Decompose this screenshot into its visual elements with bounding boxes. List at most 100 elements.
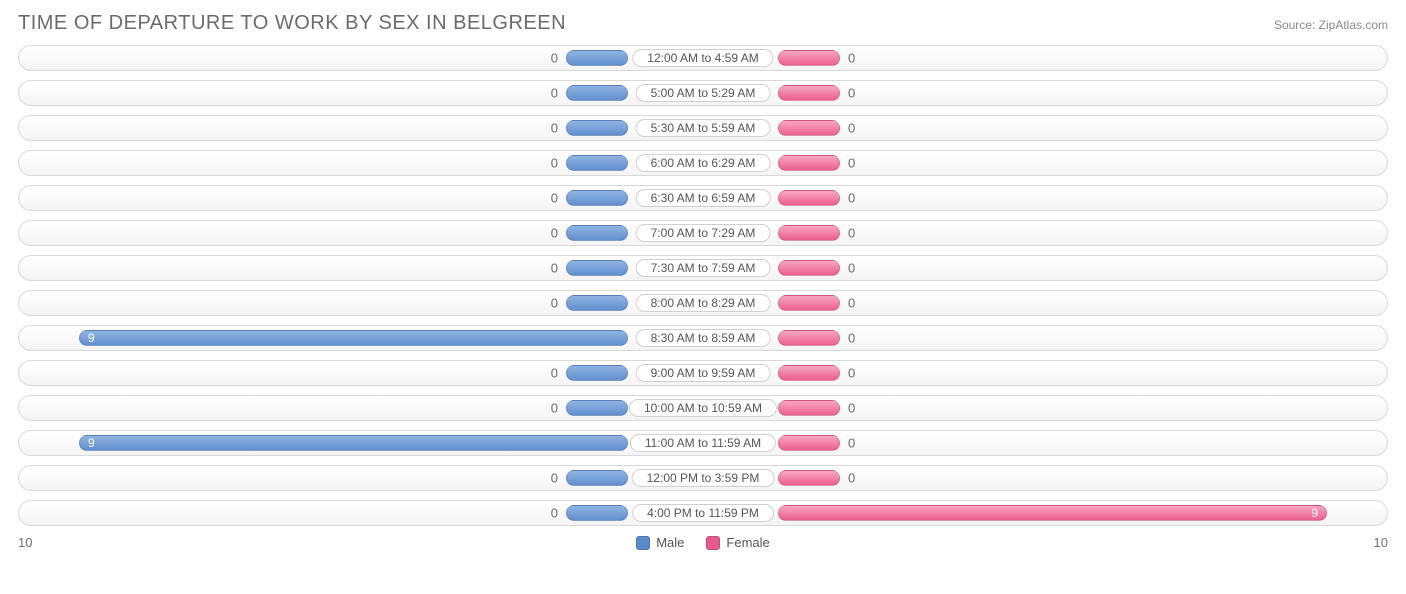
category-label: 8:30 AM to 8:59 AM [636, 329, 771, 347]
female-bar [778, 365, 840, 381]
female-half: 0 [703, 326, 1387, 350]
female-value: 0 [848, 51, 855, 66]
chart-row: 008:00 AM to 8:29 AM [18, 290, 1388, 316]
male-value: 0 [551, 366, 558, 381]
chart-row: 009:00 AM to 9:59 AM [18, 360, 1388, 386]
female-value: 0 [848, 156, 855, 171]
chart-row: 006:30 AM to 6:59 AM [18, 185, 1388, 211]
male-value: 0 [551, 156, 558, 171]
female-half: 0 [703, 256, 1387, 280]
male-value: 0 [551, 401, 558, 416]
female-value: 0 [848, 261, 855, 276]
male-value: 0 [551, 261, 558, 276]
male-value: 9 [88, 436, 95, 450]
male-value: 0 [551, 506, 558, 521]
male-bar [566, 120, 628, 136]
male-value: 0 [551, 226, 558, 241]
male-half: 0 [19, 466, 703, 490]
legend-item-female: Female [706, 535, 769, 550]
female-half: 0 [703, 361, 1387, 385]
male-half: 0 [19, 151, 703, 175]
chart-row: 007:00 AM to 7:29 AM [18, 220, 1388, 246]
female-bar [778, 330, 840, 346]
chart-title: TIME OF DEPARTURE TO WORK BY SEX IN BELG… [18, 12, 566, 35]
female-value: 0 [848, 296, 855, 311]
chart-row: 0012:00 AM to 4:59 AM [18, 45, 1388, 71]
female-value: 0 [848, 331, 855, 346]
male-half: 0 [19, 116, 703, 140]
chart-header: TIME OF DEPARTURE TO WORK BY SEX IN BELG… [18, 12, 1388, 35]
male-value: 0 [551, 86, 558, 101]
male-value: 0 [551, 191, 558, 206]
male-half: 0 [19, 396, 703, 420]
female-half: 0 [703, 466, 1387, 490]
female-bar: 9 [778, 505, 1327, 521]
male-bar [566, 295, 628, 311]
male-half: 9 [19, 431, 703, 455]
male-half: 0 [19, 291, 703, 315]
diverging-bar-chart: 0012:00 AM to 4:59 AM005:00 AM to 5:29 A… [18, 45, 1388, 526]
female-bar [778, 295, 840, 311]
male-value: 0 [551, 121, 558, 136]
legend-item-male: Male [636, 535, 684, 550]
category-label: 7:30 AM to 7:59 AM [636, 259, 771, 277]
female-value: 0 [848, 401, 855, 416]
female-bar [778, 155, 840, 171]
male-value: 9 [88, 331, 95, 345]
category-label: 12:00 AM to 4:59 AM [632, 49, 773, 67]
female-bar [778, 120, 840, 136]
female-value: 0 [848, 121, 855, 136]
male-bar: 9 [79, 330, 628, 346]
male-bar [566, 85, 628, 101]
male-half: 0 [19, 46, 703, 70]
female-bar [778, 225, 840, 241]
legend-swatch-male [636, 536, 650, 550]
female-half: 0 [703, 291, 1387, 315]
male-bar [566, 400, 628, 416]
chart-footer: 10 Male Female 10 [18, 535, 1388, 550]
chart-row: 9 0 11:00 AM to 11:59 AM [18, 430, 1388, 456]
female-bar [778, 400, 840, 416]
male-half: 0 [19, 501, 703, 525]
male-half: 0 [19, 186, 703, 210]
female-half: 0 [703, 186, 1387, 210]
male-bar [566, 225, 628, 241]
chart-row: 0 9 4:00 PM to 11:59 PM [18, 500, 1388, 526]
female-bar [778, 85, 840, 101]
chart-row: 9 0 8:30 AM to 8:59 AM [18, 325, 1388, 351]
male-half: 0 [19, 81, 703, 105]
male-half: 0 [19, 361, 703, 385]
category-label: 10:00 AM to 10:59 AM [629, 399, 777, 417]
male-bar [566, 50, 628, 66]
category-label: 4:00 PM to 11:59 PM [632, 504, 774, 522]
female-half: 0 [703, 46, 1387, 70]
category-label: 11:00 AM to 11:59 AM [630, 434, 776, 452]
category-label: 12:00 PM to 3:59 PM [632, 469, 775, 487]
male-bar [566, 365, 628, 381]
chart-row: 005:30 AM to 5:59 AM [18, 115, 1388, 141]
female-half: 0 [703, 116, 1387, 140]
female-bar [778, 50, 840, 66]
chart-source: Source: ZipAtlas.com [1274, 18, 1388, 32]
category-label: 7:00 AM to 7:29 AM [636, 224, 771, 242]
female-value: 0 [848, 436, 855, 451]
axis-right-max: 10 [1374, 535, 1388, 550]
male-bar [566, 470, 628, 486]
female-half: 0 [703, 396, 1387, 420]
legend-swatch-female [706, 536, 720, 550]
male-bar [566, 155, 628, 171]
chart-row: 0012:00 PM to 3:59 PM [18, 465, 1388, 491]
female-value: 9 [1311, 506, 1318, 520]
male-half: 0 [19, 221, 703, 245]
chart-row: 0 0 6:00 AM to 6:29 AM [18, 150, 1388, 176]
female-half: 0 [703, 151, 1387, 175]
category-label: 6:00 AM to 6:29 AM [636, 154, 771, 172]
female-half: 0 [703, 221, 1387, 245]
male-bar: 9 [79, 435, 628, 451]
female-value: 0 [848, 471, 855, 486]
female-half: 0 [703, 431, 1387, 455]
female-half: 9 [703, 501, 1387, 525]
male-bar [566, 505, 628, 521]
legend: Male Female [636, 535, 770, 550]
female-half: 0 [703, 81, 1387, 105]
